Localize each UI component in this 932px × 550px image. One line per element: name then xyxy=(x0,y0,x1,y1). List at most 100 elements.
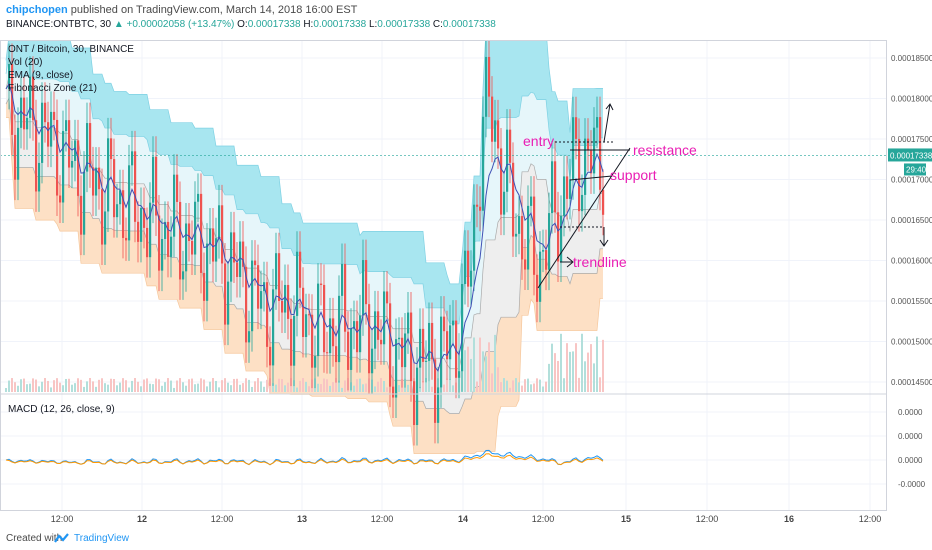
candle-body xyxy=(494,120,497,142)
volume-bar xyxy=(335,378,337,392)
volume-bar xyxy=(83,386,85,392)
volume-bar xyxy=(158,379,160,392)
volume-bar xyxy=(20,379,22,392)
candle-body xyxy=(107,138,110,212)
volume-bar xyxy=(464,350,466,392)
candle-body xyxy=(47,122,50,147)
volume-bar xyxy=(98,379,100,392)
volume-bar xyxy=(419,387,421,392)
candle-body xyxy=(431,322,434,360)
candle-body xyxy=(305,314,308,338)
volume-bar xyxy=(305,381,307,392)
volume-bar xyxy=(356,379,358,392)
volume-bar xyxy=(473,337,475,392)
macd-tick-label: 0.0000 xyxy=(898,432,923,441)
volume-bar xyxy=(341,387,343,392)
volume-bar xyxy=(467,346,469,392)
candle-body xyxy=(422,328,425,362)
volume-bar xyxy=(398,385,400,392)
volume-bar xyxy=(152,384,154,392)
y-tick-label: 0.00017000 xyxy=(891,176,932,185)
volume-bar xyxy=(86,381,88,392)
volume-bar xyxy=(296,387,298,392)
volume-bar xyxy=(278,378,280,392)
volume-bar xyxy=(125,380,127,392)
volume-bar xyxy=(221,380,223,392)
candle-body xyxy=(20,97,23,128)
x-tick-label: 14 xyxy=(458,514,468,524)
candle-body xyxy=(59,195,62,203)
macd-tick-label: -0.0000 xyxy=(898,480,926,489)
candle-body xyxy=(581,194,584,212)
candle-body xyxy=(389,303,392,387)
candle-body xyxy=(23,97,26,130)
annotation-label: resistance xyxy=(633,142,697,158)
candle-body xyxy=(374,311,377,349)
candle-body xyxy=(260,291,263,309)
volume-bar xyxy=(575,343,577,392)
volume-bar xyxy=(554,353,556,392)
candle-body xyxy=(380,339,383,345)
tradingview-brand[interactable]: TradingView xyxy=(74,533,130,544)
volume-bar xyxy=(44,378,46,392)
volume-bar xyxy=(107,384,109,392)
volume-bar xyxy=(101,378,103,392)
volume-bar xyxy=(173,387,175,392)
volume-bar xyxy=(452,385,454,392)
candle-body xyxy=(452,320,455,326)
volume-bar xyxy=(551,343,553,392)
volume-bar xyxy=(515,378,517,392)
volume-bar xyxy=(353,385,355,392)
volume-bar xyxy=(581,333,583,392)
volume-bar xyxy=(224,378,226,392)
candle-body xyxy=(131,151,134,166)
candle-body xyxy=(521,216,524,260)
volume-bar xyxy=(227,382,229,392)
volume-bar xyxy=(563,378,565,392)
volume-bar xyxy=(206,386,208,392)
candle-body xyxy=(233,232,236,263)
candle-body xyxy=(329,318,332,354)
candle-body xyxy=(245,266,248,343)
candle-body xyxy=(257,265,260,309)
price-chart[interactable]: entry resistance support trendline 0.000185… xyxy=(0,40,932,530)
volume-bar xyxy=(485,356,487,392)
candle-body xyxy=(26,117,29,130)
candle-body xyxy=(332,318,335,347)
candle-body xyxy=(530,196,533,206)
candle-body xyxy=(416,367,419,426)
y-tick-label: 0.00016500 xyxy=(891,216,932,225)
candle-body xyxy=(536,274,539,302)
volume-bar xyxy=(71,384,73,392)
volume-bar xyxy=(233,378,235,392)
author-name[interactable]: chipchopen xyxy=(6,4,68,16)
volume-bar xyxy=(92,381,94,392)
candle-body xyxy=(323,284,326,353)
candle-body xyxy=(596,117,599,128)
drawings: entry resistance support trendline xyxy=(0,103,886,289)
candle-body xyxy=(161,239,164,271)
y-tick-label: 0.00016000 xyxy=(891,257,932,266)
candle-body xyxy=(545,250,548,270)
candle-body xyxy=(113,159,116,218)
candle-body xyxy=(146,227,149,258)
volume-bar xyxy=(500,382,502,392)
countdown-label: 29:40 xyxy=(906,165,927,174)
volume-bar xyxy=(302,378,304,392)
candle-body xyxy=(98,167,101,190)
volume-bar xyxy=(56,378,58,392)
annotation-label: support xyxy=(610,167,657,183)
candle-body xyxy=(413,381,416,426)
volume-bar xyxy=(536,378,538,392)
volume-bar xyxy=(593,363,595,392)
legend-study-vol: Vol (20) xyxy=(8,57,42,68)
volume-bar xyxy=(272,383,274,392)
volume-bar xyxy=(329,385,331,392)
candle-body xyxy=(518,216,521,234)
volume-bar xyxy=(251,386,253,392)
volume-bar xyxy=(155,378,157,392)
volume-bar xyxy=(176,380,178,392)
publish-info: chipchopen published on TradingView.com,… xyxy=(6,4,357,16)
volume-bar xyxy=(287,382,289,392)
volume-bar xyxy=(512,380,514,392)
